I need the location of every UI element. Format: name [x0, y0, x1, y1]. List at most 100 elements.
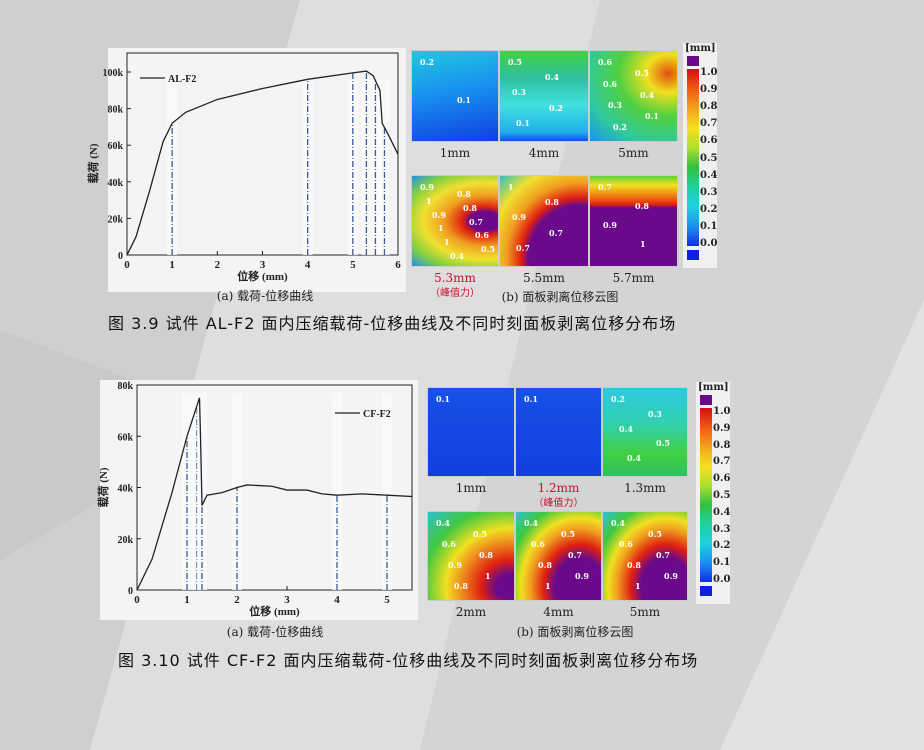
colorbar-tick: 0.9 — [713, 422, 731, 434]
contour-value-label: 0.5 — [648, 528, 662, 539]
y-tick-label: 40k — [117, 484, 133, 495]
y-tick-label: 60k — [117, 432, 133, 443]
contour-time-label: 1mm — [439, 146, 471, 160]
contour-value-label: 0.2 — [420, 57, 434, 67]
x-tick-label: 2 — [234, 594, 240, 606]
contour-value-label: 0.1 — [524, 394, 538, 404]
contour-time-label: 4mm — [528, 146, 560, 160]
marker-highlight — [167, 80, 178, 255]
y-tick-label: 20k — [107, 214, 123, 225]
contour-value-label: 0.5 — [508, 57, 522, 67]
contour-time-label: 5mm — [629, 605, 661, 619]
contour-value-label: 0.8 — [457, 188, 471, 199]
y-axis-label: 载荷 (N) — [96, 467, 110, 507]
colorbar-tick: 0.0 — [713, 574, 731, 585]
contour-value-label: 0.3 — [608, 100, 622, 111]
colorbar-tick: 0.2 — [713, 540, 731, 552]
marker-highlight — [302, 80, 313, 255]
contour-value-label: 0.9 — [664, 570, 678, 581]
contour-value-label: 0.8 — [479, 549, 493, 560]
contour-value-label: 0.4 — [436, 518, 450, 528]
contour-value-label: 0.4 — [524, 518, 538, 528]
contour-value-label: 0.1 — [516, 117, 530, 128]
contour-value-label: 0.7 — [656, 549, 670, 560]
contour-time-label: 5.5mm — [523, 271, 565, 285]
contour-value-label: 0.4 — [450, 251, 464, 262]
colorbar-under-swatch — [687, 250, 699, 260]
contour-time-label: 5mm — [618, 146, 649, 160]
contour-value-label: 1 — [545, 581, 551, 592]
contour-value-label: 0.8 — [454, 581, 468, 592]
contour-value-label: 1 — [635, 581, 641, 592]
marker-highlight — [379, 80, 390, 255]
x-tick-label: 3 — [260, 259, 266, 271]
contour-time-label: 5.3mm — [434, 271, 476, 285]
colorbar-tick: 0.1 — [700, 220, 718, 232]
colorbar-tick: 0.5 — [700, 152, 718, 164]
contour-value-label: 0.4 — [640, 89, 654, 100]
colorbar-tick: 0.5 — [713, 490, 731, 501]
marker-highlight — [382, 393, 392, 590]
fig1-plot-caption: (a) 载荷-位移曲线 — [216, 289, 314, 303]
contour-value-label: 0.9 — [448, 560, 462, 571]
contour-value-label: 1 — [640, 239, 646, 249]
x-axis-label: 位移 (mm) — [249, 604, 300, 618]
y-tick-label: 40k — [107, 178, 123, 189]
colorbar-tick: 0.6 — [713, 473, 731, 485]
contour-panel-1.3mm: 0.2 0.3 0.4 0.5 0.4 — [602, 387, 688, 477]
x-tick-label: 6 — [395, 259, 401, 271]
contour-panel-4mm: 0.4 0.5 0.6 0.7 0.8 0.9 1 — [515, 511, 602, 601]
contour-value-label: 0.9 — [603, 220, 617, 230]
contour-value-label: 0.5 — [561, 528, 575, 539]
contour-value-label: 0.4 — [627, 453, 641, 464]
contour-value-label: 0.8 — [627, 560, 641, 571]
legend-label: AL-F2 — [168, 74, 196, 85]
contour-value-label: 0.5 — [473, 528, 487, 539]
contour-time-label: 1mm — [455, 481, 487, 495]
fig2-plot-caption: (a) 载荷-位移曲线 — [226, 625, 324, 639]
colorbar-tick: 0.3 — [713, 523, 731, 535]
colorbar-unit: [mm] — [685, 43, 716, 54]
fig1-contour-caption: (b) 面板剥离位移云图 — [501, 290, 619, 304]
colorbar-tick: 1.0 — [700, 67, 718, 78]
peak-force-note: （峰值力） — [533, 498, 584, 509]
x-tick-label: 2 — [215, 259, 221, 271]
contour-value-label: 1 — [438, 223, 444, 234]
contour-time-label: 1.2mm — [537, 481, 580, 495]
contour-value-label: 0.8 — [635, 201, 649, 211]
fig2-plot-frame — [100, 380, 418, 620]
contour-value-label: 1 — [444, 237, 450, 248]
x-tick-label: 5 — [384, 594, 390, 606]
x-tick-label: 5 — [350, 259, 356, 271]
contour-value-label: 0.3 — [648, 408, 662, 419]
contour-value-label: 0.4 — [611, 518, 625, 528]
contour-value-label: 0.6 — [442, 539, 456, 550]
series-line — [136, 397, 413, 591]
y-tick-label: 20k — [117, 535, 133, 546]
contour-value-label: 0.8 — [538, 560, 552, 571]
x-tick-label: 1 — [184, 594, 190, 606]
contour-value-label: 0.7 — [549, 227, 563, 238]
colorbar-tick: 0.6 — [700, 135, 718, 147]
colorbar-unit: [mm] — [698, 382, 729, 393]
x-tick-label: 0 — [134, 594, 140, 606]
marker-highlight — [332, 393, 342, 590]
contour-value-label: 0.6 — [598, 57, 612, 67]
colorbar-gradient — [700, 408, 712, 582]
marker-highlight — [182, 393, 192, 590]
contour-panel-1mm: 0.1 — [427, 387, 515, 477]
colorbar-tick: 0.8 — [700, 101, 718, 113]
colorbar-tick: 0.4 — [713, 506, 731, 518]
colorbar-tick: 0.7 — [700, 118, 718, 130]
contour-panel-5.5mm: 1 0.8 0.9 0.7 0.7 — [499, 175, 589, 267]
contour-value-label: 0.9 — [432, 209, 446, 220]
contour-value-label: 1 — [426, 195, 432, 206]
contour-value-label: 0.7 — [469, 216, 483, 227]
marker-highlight — [232, 393, 242, 590]
y-tick-label: 100k — [102, 68, 123, 79]
colorbar-tick: 0.1 — [713, 557, 731, 569]
x-axis-label: 位移 (mm) — [237, 269, 288, 283]
contour-panel-5.7mm: 0.7 0.8 0.9 1 — [589, 175, 678, 267]
